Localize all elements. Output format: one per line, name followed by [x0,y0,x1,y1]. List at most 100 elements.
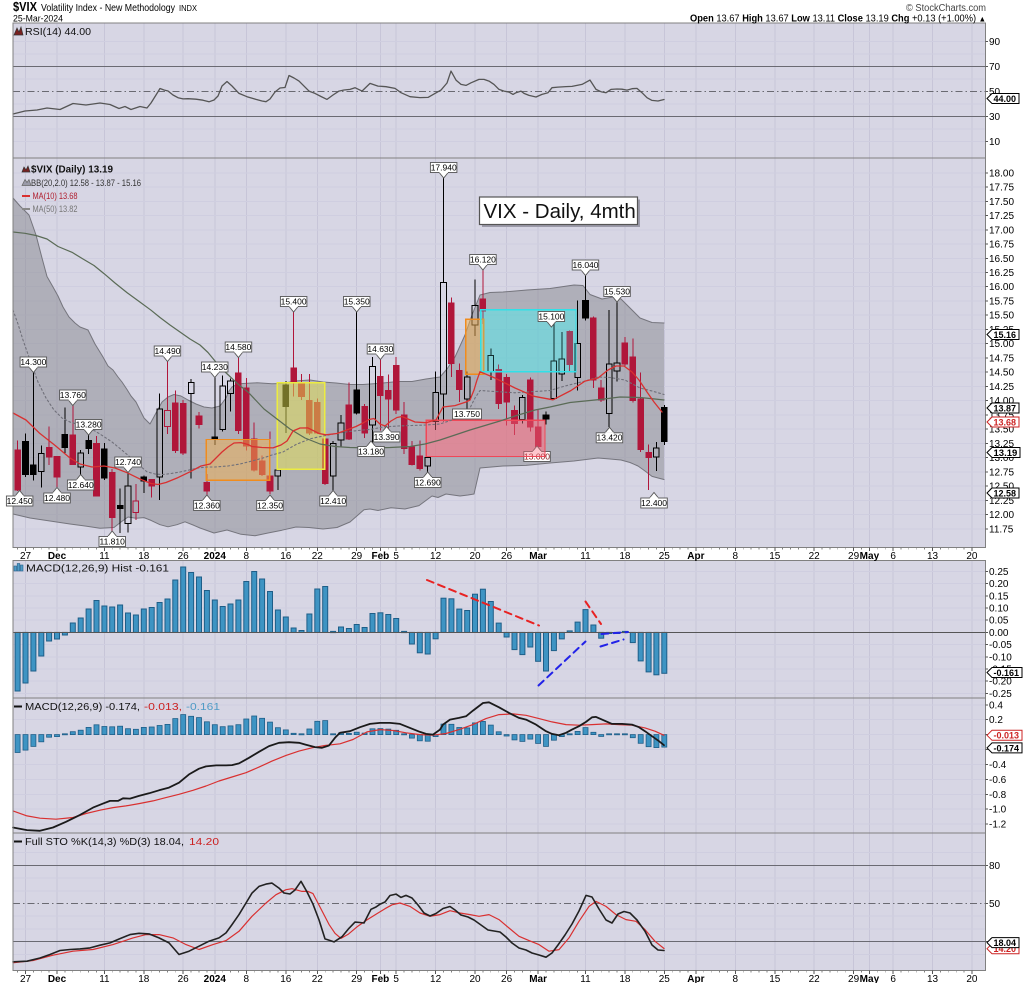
svg-text:15.350: 15.350 [344,296,370,306]
svg-text:12.690: 12.690 [415,477,441,487]
svg-text:14.00: 14.00 [989,396,1014,407]
svg-text:13.75: 13.75 [989,410,1014,421]
svg-text:22: 22 [312,974,324,983]
svg-text:13.760: 13.760 [60,390,86,400]
svg-text:5: 5 [393,974,399,983]
svg-text:8: 8 [733,551,739,562]
svg-text:18: 18 [619,551,631,562]
svg-text:-0.6: -0.6 [989,775,1007,786]
svg-text:20: 20 [469,551,481,562]
svg-text:26: 26 [178,551,190,562]
svg-text:Volatility Index - New Methodo: Volatility Index - New Methodology [41,3,175,14]
svg-text:-0.4: -0.4 [989,760,1007,771]
svg-text:-0.8: -0.8 [989,790,1007,801]
svg-text:Feb: Feb [372,974,390,983]
svg-text:90: 90 [989,37,1001,48]
svg-text:MACD(12,26,9) -0.174,: MACD(12,26,9) -0.174, [25,702,140,713]
svg-text:15: 15 [769,974,781,983]
svg-text:© StockCharts.com: © StockCharts.com [906,3,986,14]
svg-text:13.280: 13.280 [76,419,102,429]
svg-text:29: 29 [848,551,860,562]
svg-text:12: 12 [430,974,442,983]
svg-text:-0.25: -0.25 [989,689,1012,700]
svg-text:50: 50 [989,87,1001,98]
svg-text:$VIX: $VIX [13,0,38,14]
svg-text:-0.10: -0.10 [989,652,1012,663]
svg-text:13.50: 13.50 [989,425,1014,436]
svg-text:BB(20,2.0) 12.58 - 13.87 - 15.: BB(20,2.0) 12.58 - 13.87 - 15.16 [31,178,141,189]
svg-text:12: 12 [430,551,442,562]
svg-text:RSI(14) 44.00: RSI(14) 44.00 [25,27,91,38]
svg-text:VIX - Daily, 4mth: VIX - Daily, 4mth [484,200,636,223]
svg-text:13.87: 13.87 [994,403,1017,413]
svg-text:14.300: 14.300 [20,357,46,367]
svg-text:2024: 2024 [204,551,227,562]
svg-text:12.740: 12.740 [115,457,141,467]
svg-text:14.50: 14.50 [989,368,1014,379]
svg-text:0.4: 0.4 [989,700,1003,711]
svg-text:0.00: 0.00 [989,628,1009,639]
svg-text:2024: 2024 [204,974,227,983]
svg-text:22: 22 [809,551,821,562]
svg-text:17.75: 17.75 [989,183,1014,194]
svg-text:15.530: 15.530 [604,286,630,296]
svg-text:13.25: 13.25 [989,439,1014,450]
svg-text:18.04: 18.04 [994,938,1017,948]
svg-text:-0.161: -0.161 [994,668,1020,678]
svg-text:12.00: 12.00 [989,510,1014,521]
svg-text:0.2: 0.2 [989,715,1003,726]
svg-text:26: 26 [501,551,513,562]
svg-text:15.50: 15.50 [989,311,1014,322]
svg-text:14.20: 14.20 [189,837,220,848]
svg-text:17.00: 17.00 [989,225,1014,236]
svg-text:14.75: 14.75 [989,354,1014,365]
svg-text:20: 20 [966,551,978,562]
svg-text:15.100: 15.100 [538,311,564,321]
svg-text:16.00: 16.00 [989,282,1014,293]
svg-text:12.480: 12.480 [44,493,70,503]
svg-text:70: 70 [989,62,1001,73]
svg-text:12.58: 12.58 [994,488,1017,498]
svg-text:29: 29 [848,974,860,983]
svg-text:27: 27 [20,974,32,983]
svg-text:16.25: 16.25 [989,268,1014,279]
svg-text:12.350: 12.350 [257,500,283,510]
svg-text:25: 25 [659,551,671,562]
svg-text:14.20: 14.20 [994,944,1017,954]
svg-text:-0.161: -0.161 [186,702,221,713]
svg-text:8: 8 [733,974,739,983]
svg-text:22: 22 [809,974,821,983]
svg-text:25-Mar-2024: 25-Mar-2024 [13,14,63,25]
svg-text:-0.20: -0.20 [989,677,1012,688]
svg-text:15.75: 15.75 [989,297,1014,308]
svg-text:6: 6 [890,974,896,983]
svg-text:-0.013: -0.013 [994,731,1020,741]
svg-text:12.25: 12.25 [989,496,1014,507]
svg-text:13.68: 13.68 [994,417,1017,427]
svg-text:26: 26 [178,974,190,983]
svg-text:29: 29 [351,974,363,983]
svg-text:Mar: Mar [529,974,547,983]
svg-text:0.05: 0.05 [989,616,1009,627]
svg-text:12.640: 12.640 [68,480,94,490]
svg-text:May: May [860,974,880,983]
svg-text:Apr: Apr [687,551,704,562]
svg-text:18: 18 [138,551,150,562]
svg-text:8: 8 [244,551,250,562]
svg-text:16.75: 16.75 [989,240,1014,251]
svg-text:12.410: 12.410 [320,496,346,506]
svg-text:29: 29 [351,551,363,562]
svg-text:13.750: 13.750 [454,409,480,419]
svg-text:16: 16 [280,551,292,562]
svg-text:14.490: 14.490 [155,346,181,356]
svg-text:13.19: 13.19 [994,448,1018,459]
svg-text:-0.05: -0.05 [989,640,1012,651]
svg-text:Full STO %K(14,3) %D(3) 18.04,: Full STO %K(14,3) %D(3) 18.04, [25,837,184,848]
svg-text:Open 13.67 High 13.67 Low 13.1: Open 13.67 High 13.67 Low 13.11 Close 13… [690,14,986,25]
svg-text:INDX: INDX [179,3,197,13]
svg-text:11: 11 [580,551,591,562]
svg-text:8: 8 [244,974,250,983]
svg-text:11.810: 11.810 [100,536,126,546]
svg-text:13.00: 13.00 [989,453,1014,464]
svg-text:12.75: 12.75 [989,467,1014,478]
